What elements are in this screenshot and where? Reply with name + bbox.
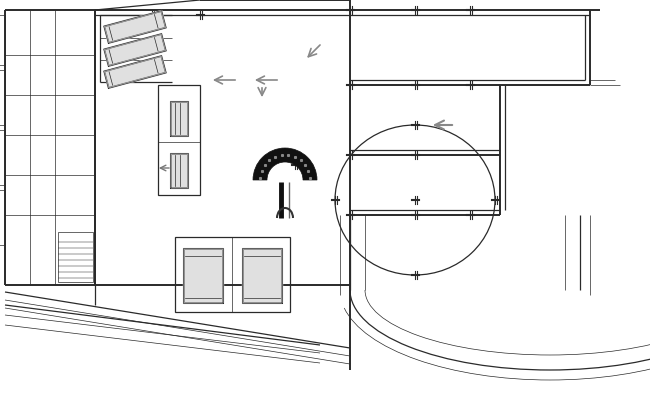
Bar	[0, 130, 5, 185]
Polygon shape	[183, 248, 223, 302]
Bar	[0, 70, 5, 125]
Bar	[58, 232, 93, 282]
Polygon shape	[170, 152, 188, 188]
Polygon shape	[104, 10, 166, 44]
Wedge shape	[253, 148, 317, 180]
Polygon shape	[104, 34, 166, 66]
Polygon shape	[242, 248, 282, 302]
Bar	[0, 190, 5, 245]
Polygon shape	[170, 100, 188, 136]
Bar	[158, 85, 200, 195]
Polygon shape	[104, 56, 166, 88]
Bar	[0, 15, 5, 65]
Bar	[175, 237, 290, 312]
